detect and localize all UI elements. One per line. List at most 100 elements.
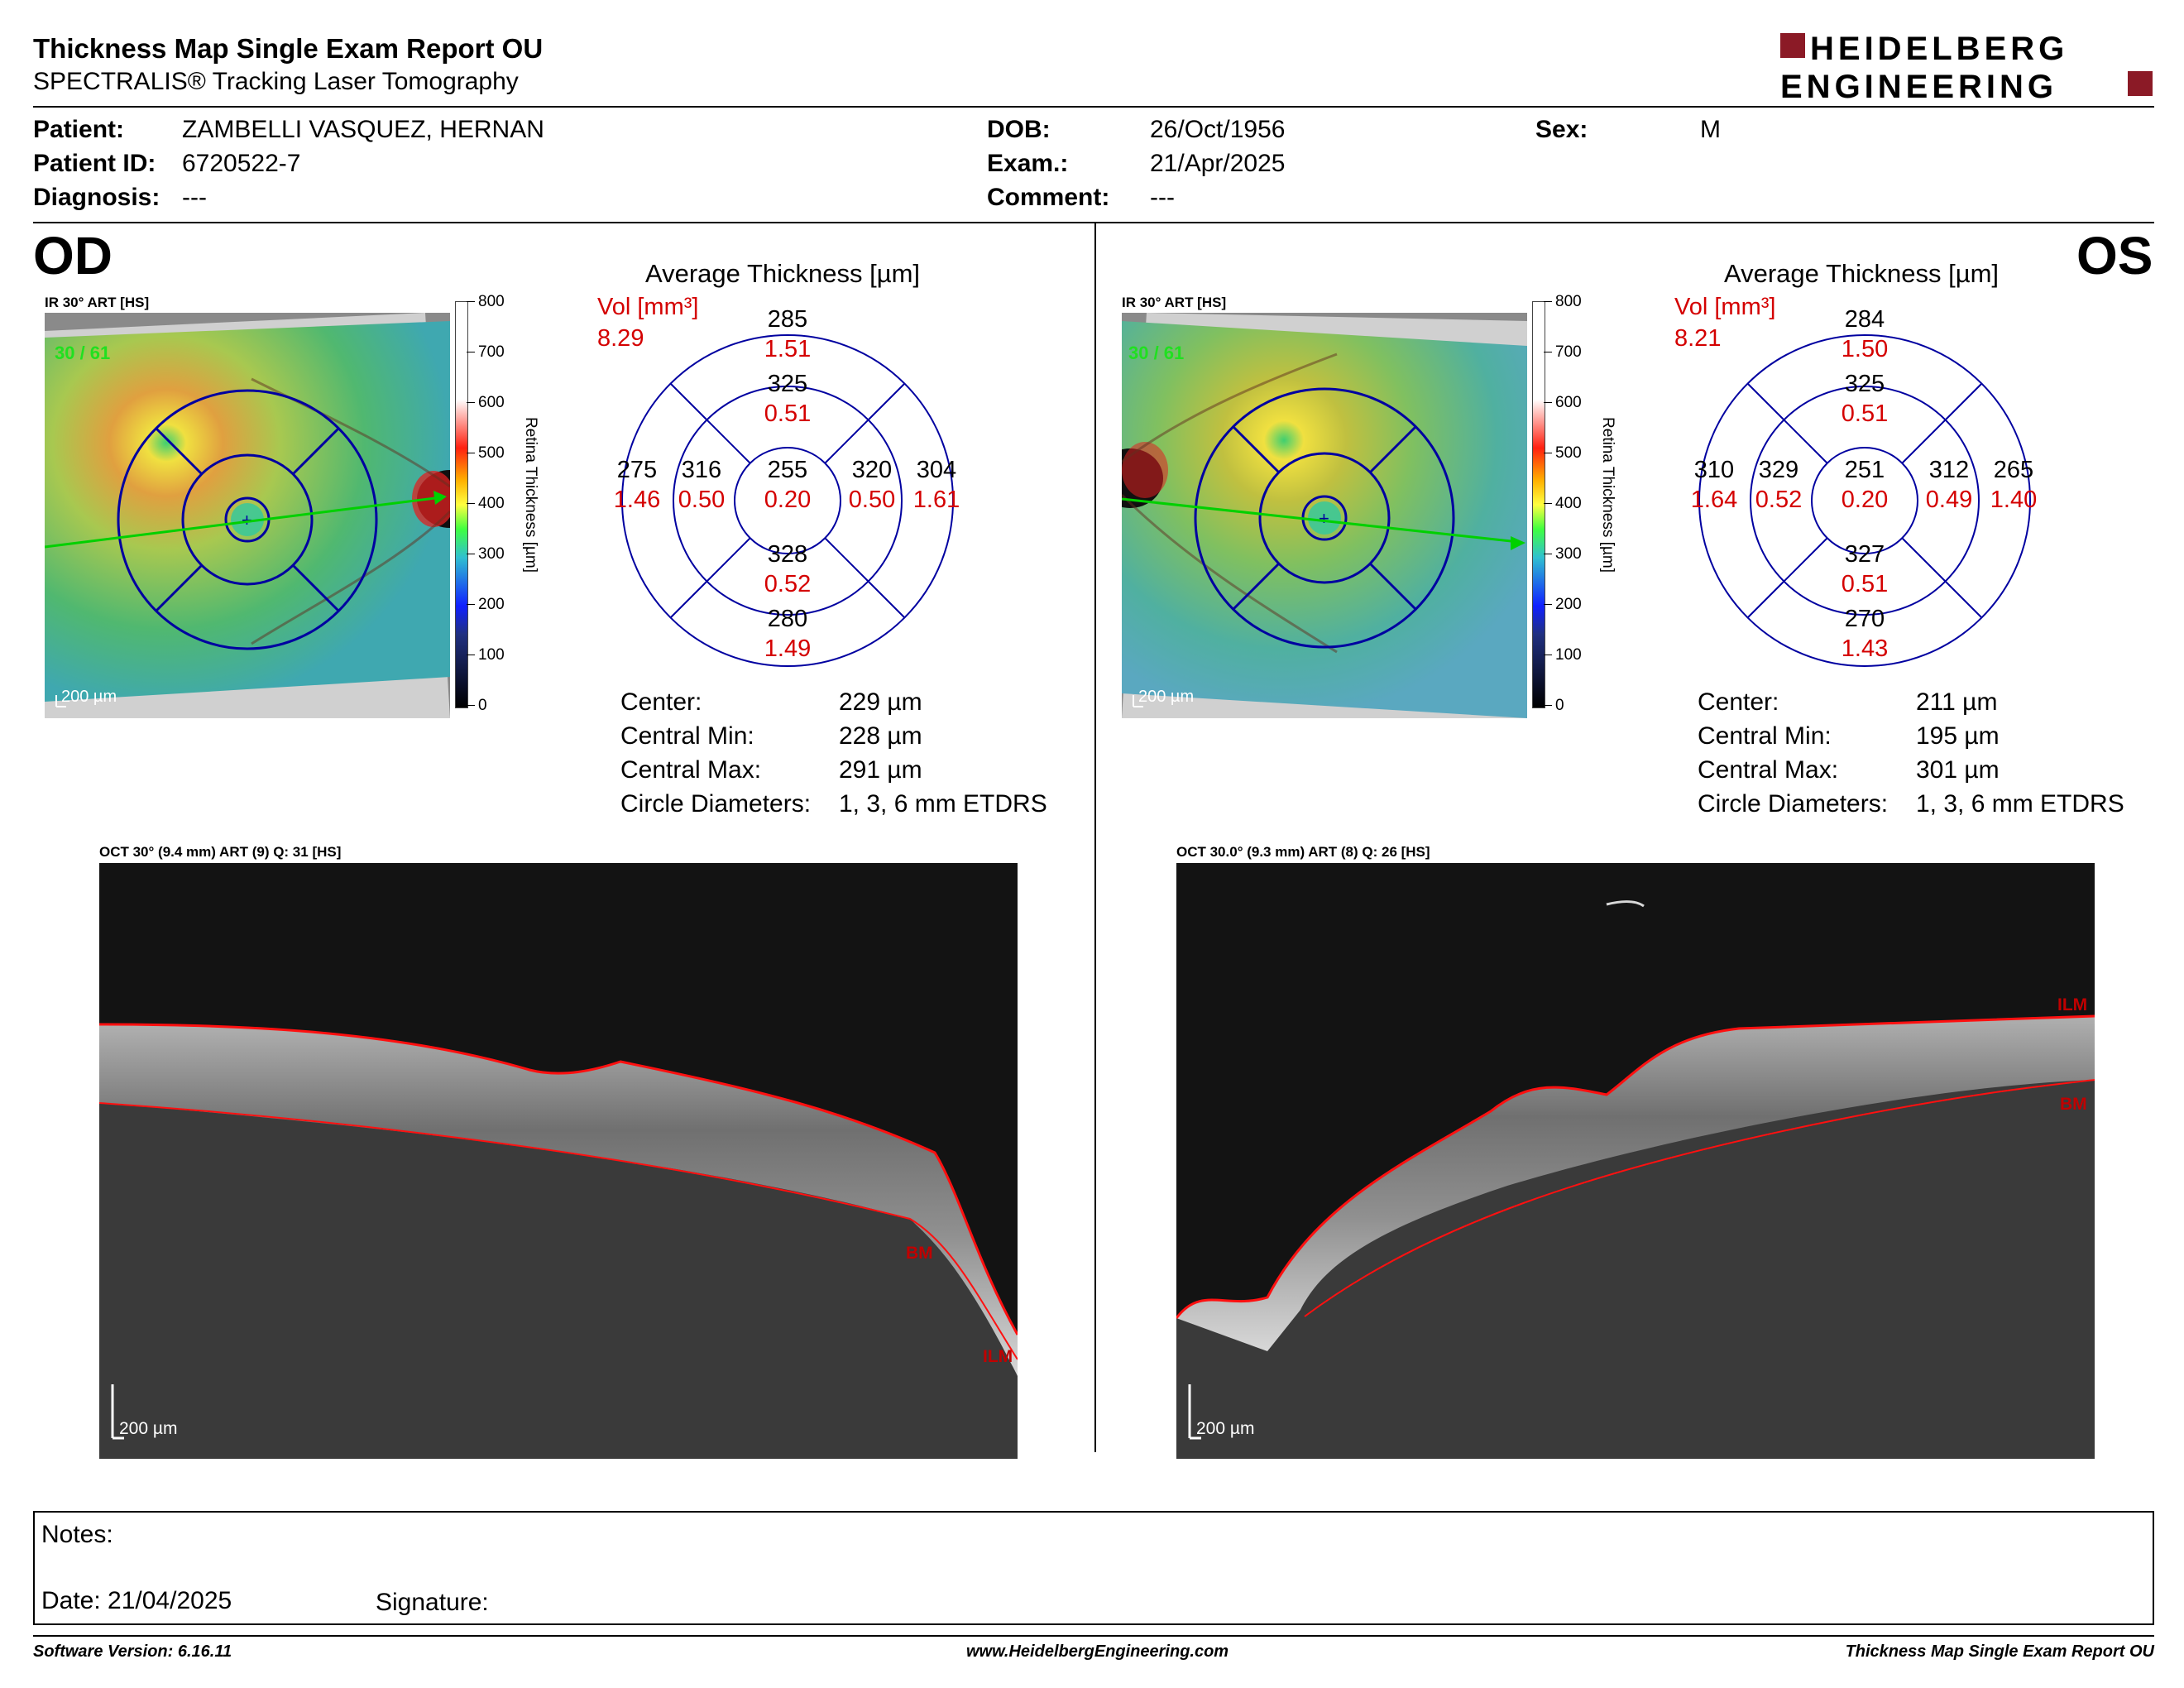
od-ir-label: IR 30° ART [HS]: [45, 295, 150, 310]
od-stats-table: Center: 229 µm Central Min: 228 µm Central…: [620, 688, 1047, 818]
report-title: Thickness Map Single Exam Report OU: [33, 33, 544, 64]
comment-value: ---: [1150, 184, 1175, 211]
svg-text:200 µm: 200 µm: [1138, 688, 1194, 706]
dob-value: 26/Oct/1956: [1150, 116, 1286, 143]
svg-text:255: 255: [768, 457, 807, 483]
footer-divider: [33, 1635, 2154, 1637]
svg-text:0.51: 0.51: [1842, 400, 1888, 427]
report-subtitle: SPECTRALIS® Tracking Laser Tomography: [33, 68, 519, 95]
sex-label: Sex:: [1535, 116, 1588, 143]
os-etdrs-grid: Vol [mm³] 8.21 284 1.50 325 0.51 310 1.6…: [1673, 290, 2053, 670]
svg-text:1.49: 1.49: [764, 635, 811, 662]
svg-text:30 / 61: 30 / 61: [55, 343, 110, 363]
svg-text:0.52: 0.52: [764, 571, 811, 597]
svg-text:ILM: ILM: [2057, 995, 2087, 1014]
eye-od-label: OD: [33, 226, 113, 285]
svg-text:1.50: 1.50: [1842, 336, 1888, 362]
svg-text:0.49: 0.49: [1926, 487, 1972, 513]
svg-text:0.20: 0.20: [764, 487, 811, 513]
patient-id: 6720522-7: [182, 150, 301, 177]
svg-text:312: 312: [1929, 457, 1969, 483]
svg-text:275: 275: [617, 457, 657, 483]
exam-label: Exam.:: [987, 150, 1069, 177]
svg-text:200 µm: 200 µm: [119, 1419, 177, 1438]
svg-text:0.20: 0.20: [1842, 487, 1888, 513]
sex-value: M: [1700, 116, 1721, 143]
website-link[interactable]: www.HeidelbergEngineering.com: [966, 1642, 1229, 1661]
svg-text:0.51: 0.51: [1842, 571, 1888, 597]
os-thickness-scale: 800 700 600 500 400 300 200 100 0 Retina…: [1524, 293, 1631, 731]
dob-label: DOB:: [987, 116, 1051, 143]
svg-text:251: 251: [1845, 457, 1885, 483]
patient-id-label: Patient ID:: [33, 150, 156, 177]
svg-text:270: 270: [1845, 606, 1885, 632]
svg-text:0.50: 0.50: [849, 487, 895, 513]
svg-text:ILM: ILM: [983, 1347, 1013, 1366]
svg-text:320: 320: [852, 457, 892, 483]
svg-text:328: 328: [768, 541, 807, 568]
svg-text:BM: BM: [2060, 1095, 2087, 1114]
od-etdrs-grid: Vol [mm³] 8.29 285 1.51 325 0.51 275 1.4…: [596, 290, 976, 670]
diagnosis-value: ---: [182, 184, 207, 211]
od-average-thickness-title: Average Thickness [µm]: [645, 259, 921, 288]
svg-text:1.43: 1.43: [1842, 635, 1888, 662]
svg-text:200 µm: 200 µm: [1196, 1419, 1254, 1438]
svg-text:284: 284: [1845, 306, 1885, 333]
os-average-thickness-title: Average Thickness [µm]: [1724, 259, 2000, 288]
os-oct-label: OCT 30.0° (9.3 mm) ART (8) Q: 26 [HS]: [1176, 844, 1430, 860]
patient-divider: [33, 222, 2154, 223]
od-thickness-map: + 30 / 61 200 µm: [45, 313, 450, 718]
exam-date: 21/Apr/2025: [1150, 150, 1286, 177]
svg-text:HEIDELBERG: HEIDELBERG: [1810, 31, 2068, 67]
svg-text:1.61: 1.61: [913, 487, 960, 513]
svg-text:1.64: 1.64: [1691, 487, 1737, 513]
svg-text:325: 325: [768, 371, 807, 397]
os-oct-bscan: ILM BM 200 µm: [1176, 863, 2095, 1459]
svg-text:316: 316: [682, 457, 721, 483]
os-thickness-map: + 30 / 61 200 µm: [1122, 313, 1527, 718]
svg-text:Vol [mm³]: Vol [mm³]: [1674, 294, 1775, 320]
svg-text:304: 304: [917, 457, 956, 483]
patient-label: Patient:: [33, 116, 125, 143]
svg-text:280: 280: [768, 606, 807, 632]
svg-text:Vol [mm³]: Vol [mm³]: [597, 294, 698, 320]
od-oct-label: OCT 30° (9.4 mm) ART (9) Q: 31 [HS]: [99, 844, 342, 860]
date-label: Date: 21/04/2025: [41, 1587, 232, 1614]
svg-text:265: 265: [1994, 457, 2033, 483]
svg-text:1.40: 1.40: [1990, 487, 2037, 513]
eye-divider: [1094, 223, 1096, 1452]
svg-text:0.51: 0.51: [764, 400, 811, 427]
svg-text:+: +: [1319, 508, 1329, 529]
svg-text:325: 325: [1845, 371, 1885, 397]
od-thickness-scale: 800 700 600 500 400 300 200 100 0 Retina…: [447, 293, 554, 731]
svg-text:30 / 61: 30 / 61: [1128, 343, 1184, 363]
svg-text:1.46: 1.46: [614, 487, 660, 513]
svg-text:+: +: [242, 510, 252, 530]
header-divider: [33, 106, 2154, 108]
svg-text:8.21: 8.21: [1674, 325, 1721, 352]
svg-text:8.29: 8.29: [597, 325, 644, 352]
footer-report-title: Thickness Map Single Exam Report OU: [1845, 1642, 2154, 1661]
signature-label: Signature:: [376, 1589, 489, 1616]
eye-os-label: OS: [2076, 226, 2153, 285]
svg-text:200 µm: 200 µm: [61, 688, 117, 706]
diagnosis-label: Diagnosis:: [33, 184, 160, 211]
notes-box: Notes: Date: 21/04/2025 Signature:: [33, 1511, 2154, 1625]
svg-text:285: 285: [768, 306, 807, 333]
heidelberg-logo: HEIDELBERG ENGINEERING: [1780, 30, 2156, 105]
os-ir-label: IR 30° ART [HS]: [1122, 295, 1227, 310]
svg-text:329: 329: [1759, 457, 1798, 483]
os-stats-table: Center: 211 µm Central Min: 195 µm Central…: [1698, 688, 2124, 818]
patient-name: ZAMBELLI VASQUEZ, HERNAN: [182, 116, 544, 143]
svg-text:ENGINEERING: ENGINEERING: [1780, 69, 2057, 103]
svg-text:327: 327: [1845, 541, 1885, 568]
svg-text:BM: BM: [906, 1244, 933, 1263]
svg-text:0.52: 0.52: [1755, 487, 1802, 513]
svg-text:0.50: 0.50: [678, 487, 725, 513]
software-version: Software Version: 6.16.11: [33, 1642, 232, 1661]
svg-text:310: 310: [1694, 457, 1734, 483]
svg-text:1.51: 1.51: [764, 336, 811, 362]
notes-label: Notes:: [41, 1521, 113, 1548]
od-oct-bscan: BM ILM 200 µm: [99, 863, 1018, 1459]
comment-label: Comment:: [987, 184, 1110, 211]
